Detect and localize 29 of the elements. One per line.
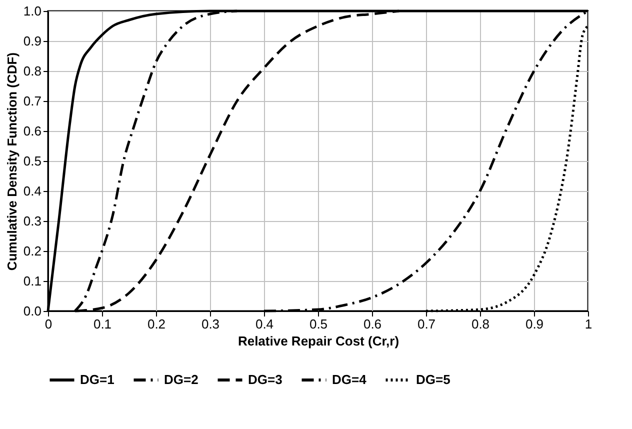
legend-label: DG=4 — [332, 372, 368, 387]
x-tick-label: 0.2 — [147, 316, 166, 332]
legend-label: DG=1 — [80, 372, 114, 387]
legend-label: DG=3 — [248, 372, 282, 387]
x-axis-title: Relative Repair Cost (Cr,r) — [238, 334, 400, 348]
y-tick-label: 0.7 — [23, 94, 42, 108]
y-axis-title: Cumulative Density Function (CDF) — [4, 52, 20, 271]
y-tick-label: 0.1 — [23, 274, 42, 288]
x-tick-label: 0 — [44, 316, 52, 332]
y-tick-label: 0.3 — [23, 214, 42, 228]
x-tick-label: 0.7 — [417, 316, 436, 332]
x-tick-label: 0.1 — [93, 316, 112, 332]
legend-label: DG=2 — [164, 372, 198, 387]
y-tick-label: 0.6 — [23, 124, 42, 138]
x-tick-label: 0.5 — [309, 316, 328, 332]
y-tick-label: 0.8 — [23, 64, 42, 78]
x-tick-label: 1 — [584, 316, 592, 332]
x-tick-label: 0.8 — [471, 316, 490, 332]
y-tick-label: 0.5 — [23, 154, 42, 168]
y-tick-label: 0.4 — [23, 184, 42, 198]
x-tick-label: 0.9 — [525, 316, 544, 332]
y-tick-label: 1.0 — [23, 4, 42, 18]
y-tick-label: 0.2 — [23, 244, 42, 258]
x-tick-label: 0.3 — [201, 316, 220, 332]
y-tick-label: 0.9 — [23, 34, 42, 48]
x-tick-label: 0.6 — [363, 316, 382, 332]
x-tick-label: 0.4 — [255, 316, 274, 332]
y-tick-label: 0.0 — [23, 304, 42, 318]
legend-label: DG=5 — [416, 372, 450, 387]
